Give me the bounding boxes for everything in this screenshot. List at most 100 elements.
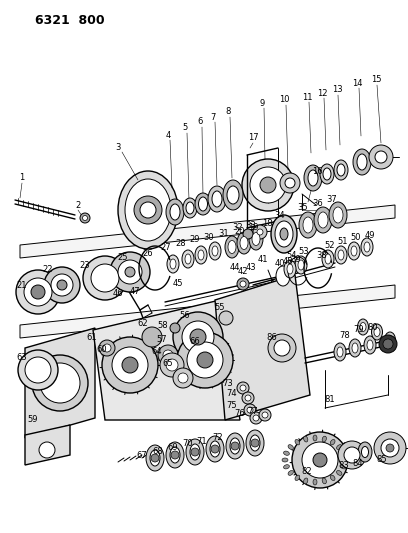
Circle shape [142,327,162,347]
Circle shape [251,439,259,447]
Circle shape [171,451,179,459]
Ellipse shape [249,228,263,250]
Text: 15: 15 [371,76,381,85]
Ellipse shape [308,170,318,186]
Polygon shape [20,285,395,338]
Text: 29: 29 [190,236,200,245]
Ellipse shape [341,451,346,455]
Circle shape [170,323,180,333]
Text: 34: 34 [275,211,285,220]
Ellipse shape [322,436,326,442]
Circle shape [83,256,127,300]
Ellipse shape [295,475,300,480]
Text: 7: 7 [210,112,216,122]
Ellipse shape [335,246,347,264]
Ellipse shape [240,237,248,249]
Circle shape [381,439,399,457]
Text: 69: 69 [168,443,178,453]
Text: 5: 5 [182,124,188,133]
Ellipse shape [349,339,361,357]
Ellipse shape [250,435,260,451]
Ellipse shape [226,433,244,459]
Text: 25: 25 [118,253,128,262]
Circle shape [24,278,52,306]
Ellipse shape [208,186,226,212]
Ellipse shape [325,254,331,264]
Circle shape [274,340,290,356]
Text: 70: 70 [183,440,193,448]
Ellipse shape [166,442,184,468]
Text: 74: 74 [227,389,237,398]
Ellipse shape [313,479,317,485]
Circle shape [375,151,387,163]
Ellipse shape [304,165,322,191]
Ellipse shape [329,202,347,228]
Ellipse shape [150,450,160,466]
Ellipse shape [170,259,176,269]
Circle shape [240,385,246,391]
Ellipse shape [364,242,370,252]
Text: 47: 47 [130,287,140,295]
Circle shape [187,342,223,378]
Ellipse shape [303,217,313,233]
Ellipse shape [357,154,367,170]
Circle shape [173,368,193,388]
Ellipse shape [170,204,180,220]
Text: 4: 4 [165,131,171,140]
Circle shape [191,448,199,456]
Ellipse shape [186,439,204,465]
Text: 65: 65 [163,359,173,367]
Text: 30: 30 [204,232,214,241]
Circle shape [338,441,366,469]
Text: 14: 14 [352,78,362,87]
Text: 72: 72 [213,432,223,441]
Text: 77: 77 [248,408,258,416]
Text: 67: 67 [137,450,147,459]
Text: 35: 35 [298,204,308,213]
Ellipse shape [223,180,243,210]
Ellipse shape [237,232,251,254]
Polygon shape [25,328,95,438]
Text: 11: 11 [302,93,312,101]
Circle shape [39,442,55,458]
Circle shape [91,264,119,292]
Circle shape [163,350,173,360]
Ellipse shape [361,447,368,457]
Circle shape [140,202,156,218]
Text: 45: 45 [173,279,183,287]
Circle shape [292,432,348,488]
Circle shape [103,344,111,352]
Circle shape [250,167,286,203]
Circle shape [160,353,184,377]
Text: 84: 84 [353,458,363,467]
Text: 56: 56 [180,311,190,319]
Ellipse shape [287,264,293,274]
Circle shape [383,339,393,349]
Text: 46: 46 [113,288,123,297]
Circle shape [253,225,267,239]
Text: 86: 86 [266,334,277,343]
Circle shape [31,285,45,299]
Ellipse shape [318,212,328,228]
Ellipse shape [352,343,358,353]
Ellipse shape [330,475,335,480]
Circle shape [197,352,213,368]
Ellipse shape [280,228,288,240]
Text: 54: 54 [287,251,297,260]
Ellipse shape [212,246,218,256]
Circle shape [260,177,276,193]
Ellipse shape [357,319,368,335]
Ellipse shape [195,246,207,264]
Ellipse shape [322,478,326,484]
Ellipse shape [246,430,264,456]
Text: 42: 42 [238,268,248,277]
Circle shape [182,321,214,353]
Ellipse shape [209,242,221,260]
Circle shape [262,412,268,418]
Text: 64: 64 [152,348,162,357]
Ellipse shape [252,232,260,246]
Ellipse shape [314,207,332,233]
Ellipse shape [337,445,342,449]
Text: 12: 12 [317,88,327,98]
Text: 17: 17 [248,133,258,142]
